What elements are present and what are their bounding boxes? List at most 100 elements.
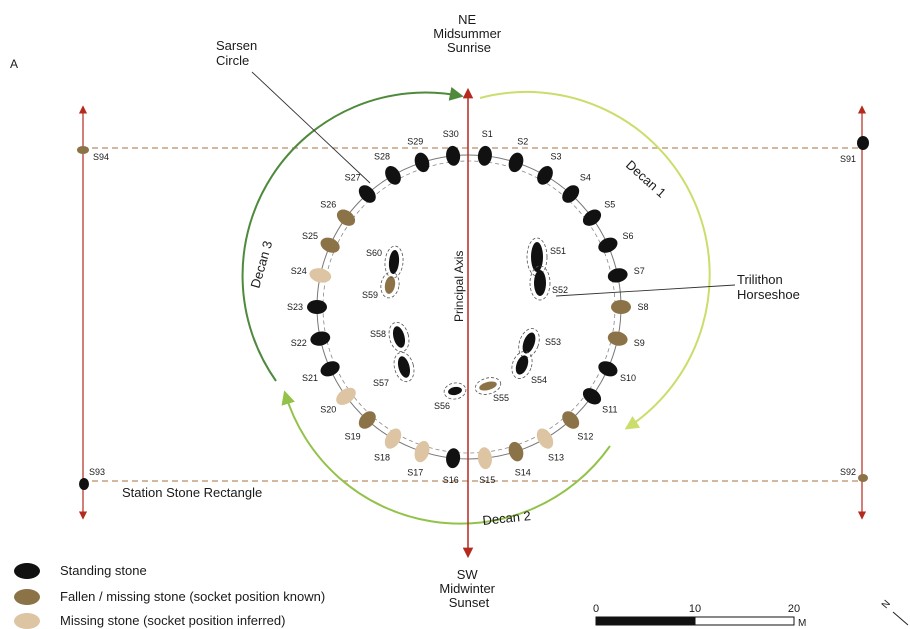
sarsen-stone-s27 [358, 185, 376, 203]
trilithon-stone-s55 [479, 381, 497, 391]
trilithon-label-s58: S58 [370, 329, 386, 339]
trilithon-stone-s52 [534, 270, 546, 296]
sarsen-stone-s4 [562, 185, 580, 203]
trilithon-horseshoe-label: Trilithon Horseshoe [737, 272, 800, 302]
decan-3-arc [241, 86, 464, 382]
sw-label: SW Midwinter Sunset [439, 567, 498, 610]
sarsen-label-s19: S19 [345, 431, 361, 441]
station-label-s92: S92 [840, 467, 856, 477]
sarsen-label-s27: S27 [345, 173, 361, 183]
sarsen-label-s9: S9 [634, 338, 645, 348]
sarsen-label-s15: S15 [479, 475, 495, 485]
sarsen-stone-s25 [320, 237, 340, 253]
trilithon-socket-s58 [388, 321, 410, 353]
trilithon-stone-s57 [397, 356, 411, 378]
ne-line-2: Midsummer [433, 26, 502, 41]
decan-2-label: Decan 2 [482, 508, 532, 528]
sarsen-label-s5: S5 [604, 200, 615, 210]
sw-line-1: SW [457, 567, 479, 582]
sarsen-stone-s17 [414, 440, 430, 463]
sarsen-stone-s15 [477, 447, 492, 470]
sarsen-stone-s18 [384, 428, 402, 449]
sarsen-label-s30: S30 [443, 129, 459, 139]
trilithon-socket-s57 [393, 351, 415, 383]
trilithon-socket-s51 [526, 237, 548, 277]
sarsen-stone-s6 [598, 237, 618, 253]
station-stones: S91 S92 S93 S94 [77, 136, 869, 490]
sarsen-stone-s29 [414, 152, 430, 173]
sarsen-circle-dashed-inner [322, 160, 616, 454]
legend-swatch-standing [14, 563, 40, 579]
legend-label-missing: Missing stone (socket position inferred) [60, 613, 285, 628]
sarsen-stone-s10 [598, 361, 618, 377]
trilithon-line-1: Trilithon [737, 272, 783, 287]
compass-letter: N [880, 598, 893, 611]
trilithon-label-s56: S56 [434, 401, 450, 411]
trilithon-stone-s56 [448, 386, 462, 396]
sarsen-stone-s12 [562, 411, 580, 429]
sarsen-label-s8: S8 [637, 302, 648, 312]
sarsen-stone-s20 [336, 387, 356, 405]
station-rectangle-label: Station Stone Rectangle [122, 485, 262, 500]
sarsen-stone-s8 [611, 300, 631, 314]
ne-line-3: Sunrise [447, 40, 491, 55]
decan-arcs [241, 86, 711, 525]
trilithon-label-s55: S55 [493, 393, 509, 403]
sarsen-stone-s23 [307, 300, 327, 314]
decan-1-label: Decan 1 [623, 157, 669, 201]
sarsen-label-s6: S6 [622, 231, 633, 241]
decan-3-label: Decan 3 [247, 239, 275, 290]
decan-2-arc [281, 390, 611, 525]
sw-line-2: Midwinter [439, 581, 495, 596]
legend-item-fallen: Fallen / missing stone (socket position … [14, 589, 325, 605]
sarsen-line-2: Circle [216, 53, 249, 68]
sarsen-stone-s16 [446, 448, 461, 469]
legend-label-standing: Standing stone [60, 563, 147, 578]
panel-label: A [10, 57, 18, 71]
sarsen-stone-s28 [385, 166, 401, 185]
sarsen-label-s4: S4 [580, 173, 591, 183]
sarsen-label-s21: S21 [302, 373, 318, 383]
scale-segment-black [595, 616, 696, 626]
trilithon-label-s51: S51 [550, 246, 566, 256]
sarsen-line-1: Sarsen [216, 38, 257, 53]
sarsen-label-s25: S25 [302, 231, 318, 241]
sarsen-label-s1: S1 [482, 129, 493, 139]
sarsen-stone-s3 [537, 166, 553, 185]
trilithon-stones: S51 S52 S53 S54 S55 S56 S57 S58 S59 S60 [362, 237, 568, 411]
sarsen-stone-s5 [582, 209, 602, 226]
trilithon-socket-s53 [518, 328, 540, 358]
scale-tick-20: 20 [788, 603, 800, 615]
sarsen-stone-s2 [508, 152, 524, 173]
legend-item-standing: Standing stone [14, 563, 147, 579]
sarsen-stone-s22 [310, 331, 331, 346]
sarsen-label-s29: S29 [407, 137, 423, 147]
trilithon-socket-s56 [443, 382, 467, 400]
sarsen-label-s20: S20 [320, 404, 336, 414]
sarsen-stone-s7 [607, 268, 628, 283]
sarsen-label-s17: S17 [407, 468, 423, 478]
sarsen-label-s23: S23 [287, 302, 303, 312]
station-stone-rectangle [78, 105, 867, 520]
north-arrow-icon: N [880, 598, 909, 626]
trilithon-socket-s60 [384, 245, 404, 279]
sarsen-stone-s26 [336, 209, 356, 226]
sarsen-stone-s30 [446, 145, 461, 166]
station-stone-s93 [79, 478, 89, 490]
scale-bar: 0 10 20 M [593, 603, 806, 629]
trilithon-label-s57: S57 [373, 378, 389, 388]
legend-label-fallen: Fallen / missing stone (socket position … [60, 589, 325, 604]
scale-tick-10: 10 [689, 603, 701, 615]
trilithon-stone-s59 [384, 276, 396, 294]
scale-tick-0: 0 [593, 603, 599, 615]
trilithon-socket-s52 [529, 265, 551, 301]
trilithon-callout-line [555, 284, 736, 297]
trilithon-line-2: Horseshoe [737, 287, 800, 302]
sarsen-stone-s1 [477, 145, 492, 166]
sarsen-stones: S1 S2 S3 S4 S5 S6 S7 S8 S9 S10 S11 S12 S13 S14 S15 S16 S… [287, 129, 649, 485]
ne-label: NE Midsummer Sunrise [433, 12, 505, 55]
sarsen-label-s13: S13 [548, 453, 564, 463]
sarsen-stone-s24 [309, 268, 332, 283]
sarsen-label-s3: S3 [550, 151, 561, 161]
